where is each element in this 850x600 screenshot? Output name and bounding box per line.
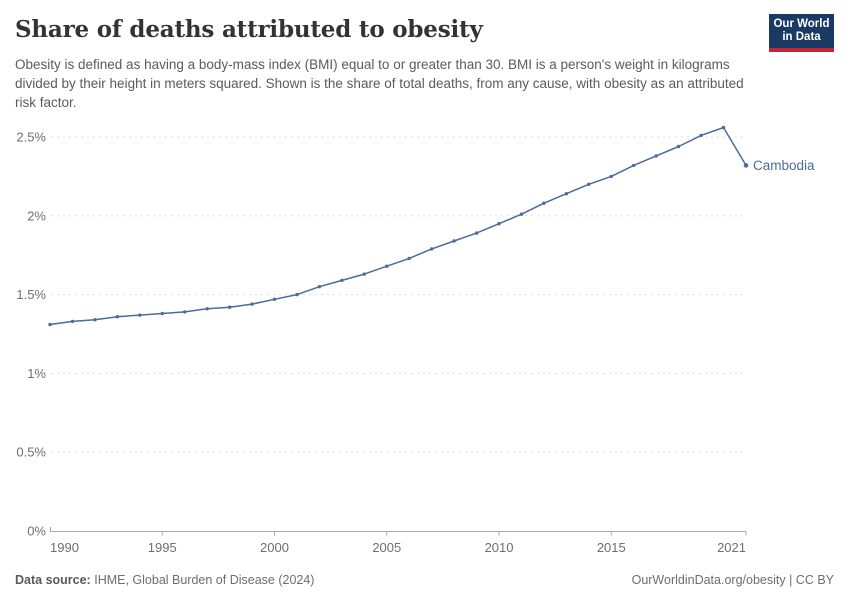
data-point — [48, 322, 52, 327]
data-point — [430, 247, 434, 251]
data-point — [183, 310, 187, 314]
x-axis-tick-label: 2010 — [485, 540, 514, 555]
data-point — [519, 212, 524, 216]
page-title: Share of deaths attributed to obesity — [15, 16, 483, 43]
data-point — [654, 154, 658, 158]
data-point — [250, 302, 254, 306]
y-axis-tick-label: 0.5% — [16, 445, 46, 460]
data-point — [609, 174, 613, 179]
data-point — [497, 222, 501, 226]
owid-logo-line2: in Data — [782, 31, 821, 43]
data-point — [474, 231, 479, 235]
data-point — [362, 272, 366, 276]
data-line-cambodia — [49, 126, 747, 326]
y-axis-tick-label: 1.5% — [16, 287, 46, 302]
owid-logo-line1: Our World — [773, 18, 830, 30]
data-source-text: IHME, Global Burden of Disease (2024) — [94, 573, 315, 587]
series-label-cambodia: Cambodia — [753, 158, 815, 173]
data-point — [272, 297, 277, 301]
x-axis-tick-label: 2015 — [597, 540, 626, 555]
data-source-note: Data source: IHME, Global Burden of Dise… — [15, 573, 314, 587]
data-point — [542, 201, 546, 205]
data-point — [676, 144, 681, 149]
data-point — [385, 264, 389, 268]
y-axis-tick-label: 2.5% — [16, 130, 46, 145]
data-point — [317, 285, 322, 289]
data-point — [407, 256, 411, 261]
data-point — [632, 163, 636, 168]
x-axis-tick-label: 2000 — [260, 540, 289, 555]
x-axis-tick-label: 1990 — [50, 540, 79, 555]
data-point — [340, 278, 344, 283]
data-point — [205, 307, 209, 311]
owid-logo-red-bar — [769, 48, 834, 52]
credit-link[interactable]: OurWorldinData.org/obesity | CC BY — [631, 573, 834, 587]
data-point — [564, 192, 569, 196]
data-point — [227, 305, 232, 309]
data-point — [743, 163, 749, 168]
data-point — [70, 319, 75, 324]
x-axis-tick-label: 2005 — [372, 540, 401, 555]
data-point — [587, 182, 591, 186]
y-axis-tick-label: 2% — [27, 208, 46, 223]
data-source-label: Data source: — [15, 573, 91, 587]
owid-logo: Our World in Data — [769, 14, 834, 48]
data-point — [295, 292, 299, 297]
data-point — [452, 239, 456, 243]
x-axis-tick-label: 1995 — [148, 540, 177, 555]
x-axis-tick-label: 2021 — [717, 540, 746, 555]
chart-subtitle: Obesity is defined as having a body-mass… — [15, 57, 744, 110]
y-axis-tick-label: 0% — [27, 524, 46, 539]
data-point — [160, 311, 164, 316]
data-point — [93, 318, 97, 322]
data-point — [115, 315, 120, 319]
data-point — [721, 125, 726, 130]
data-point — [699, 133, 703, 138]
data-point — [138, 313, 142, 317]
y-axis-tick-label: 1% — [27, 366, 46, 381]
